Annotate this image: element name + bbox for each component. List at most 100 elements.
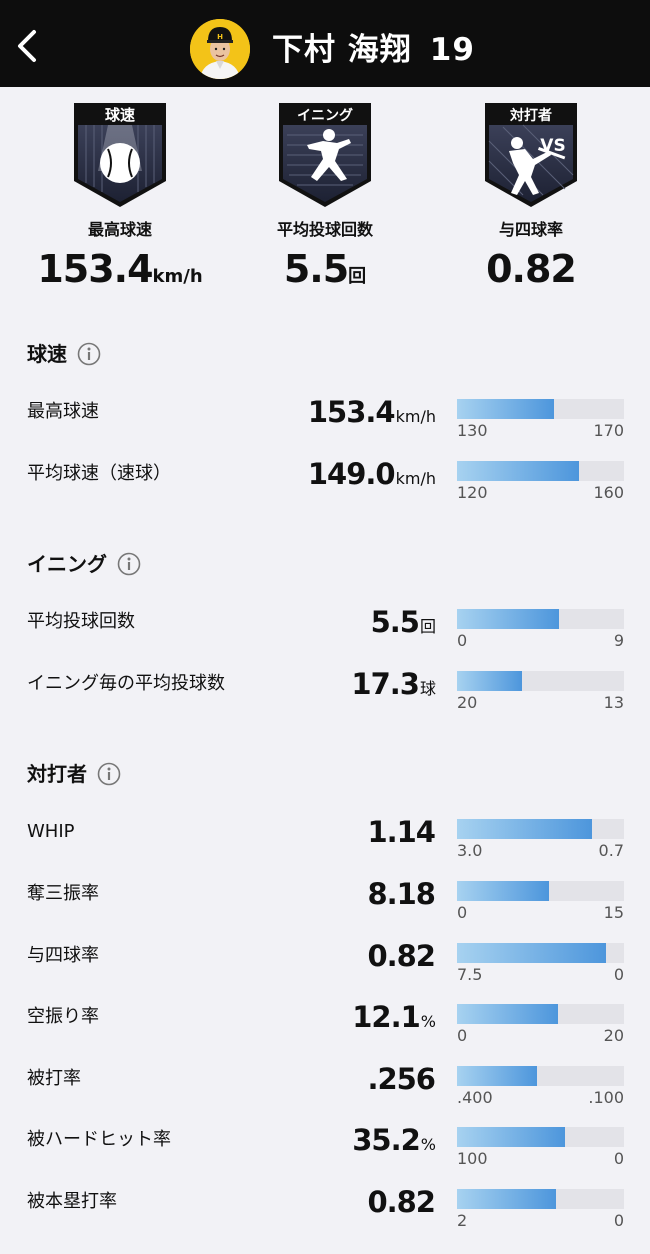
scale-min-label: 0 [457,631,468,650]
stat-row: 被打率 .256 .400 .100 [0,1060,650,1110]
stat-row: 空振り率 12.1% 0 20 [0,998,650,1048]
stat-label: 与四球率 [27,945,99,966]
stat-label: 被本塁打率 [27,1191,117,1212]
stat-row: 被本塁打率 0.82 2 0 [0,1183,650,1233]
scale-min-label: 120 [457,483,488,502]
summary-innings: イニング 平均投球回数 5.5回 [225,101,425,299]
baseball-icon [100,143,140,183]
scale-min-label: 130 [457,421,488,440]
stat-value: 0.82 [367,1185,436,1219]
stat-value: 12.1% [352,1000,436,1034]
stat-label: 最高球速 [27,401,99,422]
stat-bar [457,399,624,419]
scale-max-label: .100 [588,1088,624,1107]
stat-bar [457,1127,624,1147]
section-title-innings: イニング [27,549,141,579]
batter-icon [509,137,566,195]
stat-bar [457,609,624,629]
stat-value: 5.5回 [370,605,436,639]
innings-badge: イニング [279,103,371,207]
stat-value: .256 [367,1062,436,1096]
stat-bar [457,819,624,839]
stat-label: WHIP [27,821,75,842]
scale-max-label: 13 [603,693,624,712]
summary-label: 平均投球回数 [276,220,373,239]
stat-value: 153.4km/h [307,395,436,429]
scale-min-label: 0 [457,903,468,922]
stat-label: 被ハードヒット率 [27,1129,171,1150]
summary-value: 5.5回 [283,247,367,291]
scale-max-label: 15 [603,903,624,922]
svg-text:対打者: 対打者 [509,107,552,124]
avatar[interactable]: H [190,19,250,79]
header-bar: H 下村 海翔 19 [0,0,650,87]
scale-max-label: 0 [613,965,624,984]
summary-panel: 球速 最高球速 153.4km/h イニング [0,87,650,307]
stat-value: 35.2% [352,1123,436,1157]
summary-label: 与四球率 [498,220,563,239]
stat-label: 平均球速（速球） [27,463,171,484]
scale-min-label: 7.5 [457,965,483,984]
stat-bar-fill [457,399,554,419]
stat-bar [457,671,624,691]
info-icon[interactable] [117,552,141,576]
stat-bar-fill [457,1127,566,1147]
stat-bar-fill [457,881,549,901]
pitcher-icon [307,129,351,181]
scale-max-label: 0 [613,1211,624,1230]
stat-bar-fill [457,819,593,839]
stat-bar [457,881,624,901]
velocity-badge: 球速 [74,103,166,207]
stat-row: 被ハードヒット率 35.2% 100 0 [0,1121,650,1171]
stat-row: 平均球速（速球） 149.0km/h 120 160 [0,455,650,505]
stat-bar-fill [457,1004,559,1024]
scale-min-label: 2 [457,1211,468,1230]
stat-label: 平均投球回数 [27,611,135,632]
stat-row: イニング毎の平均投球数 17.3球 20 13 [0,665,650,715]
summary-velocity: 球速 最高球速 153.4km/h [20,101,220,299]
info-icon[interactable] [77,342,101,366]
scale-max-label: 0 [613,1149,624,1168]
batters-badge: VS 対打者 [485,103,577,207]
stat-bar [457,1066,624,1086]
scale-max-label: 9 [613,631,624,650]
stat-bar-fill [457,461,579,481]
stat-label: 奪三振率 [27,883,99,904]
svg-text:H: H [217,33,223,41]
scale-max-label: 0.7 [598,841,624,860]
stat-bar-fill [457,1189,556,1209]
stat-bar [457,1189,624,1209]
section-title-batters: 対打者 [27,759,121,789]
stat-bar [457,943,624,963]
chevron-left-icon [18,30,36,62]
stat-label: イニング毎の平均投球数 [27,673,225,694]
player-number: 19 [429,32,475,68]
scale-max-label: 160 [593,483,624,502]
stat-value: 149.0km/h [307,457,436,491]
player-name: 下村 海翔 [272,32,412,68]
svg-text:イニング: イニング [297,107,353,124]
back-button[interactable] [10,26,44,66]
stat-row: 奪三振率 8.18 0 15 [0,875,650,925]
svg-text:球速: 球速 [105,106,135,124]
summary-label: 最高球速 [87,220,152,239]
stat-value: 1.14 [367,815,436,849]
stat-bar-fill [457,609,559,629]
stat-bar-fill [457,943,606,963]
scale-max-label: 170 [593,421,624,440]
scale-min-label: .400 [457,1088,493,1107]
stat-bar-fill [457,1066,538,1086]
stat-bar [457,461,624,481]
scale-min-label: 3.0 [457,841,483,860]
scale-min-label: 20 [457,693,478,712]
page-title: 下村 海翔 19 [272,28,475,72]
scale-min-label: 0 [457,1026,468,1045]
summary-batters: VS 対打者 与四球率 0.82 [431,101,631,299]
stat-value: 17.3球 [351,667,436,701]
info-icon[interactable] [97,762,121,786]
stat-label: 空振り率 [27,1006,99,1027]
stat-bar-fill [457,671,523,691]
summary-value: 153.4km/h [37,247,203,291]
stat-row: 最高球速 153.4km/h 130 170 [0,393,650,443]
svg-text:VS: VS [540,136,565,156]
